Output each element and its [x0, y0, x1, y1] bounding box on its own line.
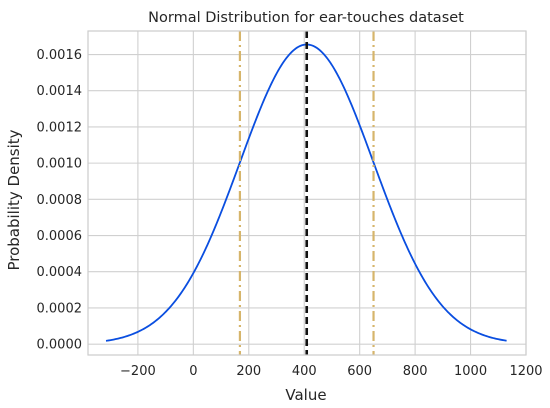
- chart-title: Normal Distribution for ear-touches data…: [148, 10, 464, 26]
- x-tick-label: 600: [347, 364, 372, 379]
- x-tick-label: 1200: [509, 364, 542, 379]
- y-tick-label: 0.0016: [37, 48, 83, 63]
- x-tick-label: 1000: [454, 364, 487, 379]
- reference-lines: [238, 31, 375, 355]
- y-tick-label: 0.0000: [37, 338, 83, 353]
- x-tick-labels: −200 0 200 400 600 800 1000 1200: [120, 364, 543, 379]
- y-axis-title: Probability Density: [5, 129, 23, 270]
- y-tick-label: 0.0004: [37, 265, 83, 280]
- y-tick-label: 0.0008: [37, 193, 83, 208]
- plot-frame: [87, 30, 527, 356]
- y-tick-labels: 0.0000 0.0002 0.0004 0.0006 0.0008 0.0010 0.00…: [37, 48, 83, 353]
- x-axis-title: Value: [285, 386, 326, 404]
- y-tick-label: 0.0010: [37, 157, 83, 172]
- x-tick-label: −200: [120, 364, 156, 379]
- x-tick-label: 200: [236, 364, 261, 379]
- x-tick-label: 0: [189, 364, 197, 379]
- y-tick-label: 0.0014: [37, 84, 83, 99]
- y-tick-label: 0.0012: [37, 120, 83, 135]
- y-tick-label: 0.0006: [37, 229, 83, 244]
- x-tick-label: 800: [403, 364, 428, 379]
- x-tick-label: 400: [292, 364, 317, 379]
- y-tick-label: 0.0002: [37, 301, 83, 316]
